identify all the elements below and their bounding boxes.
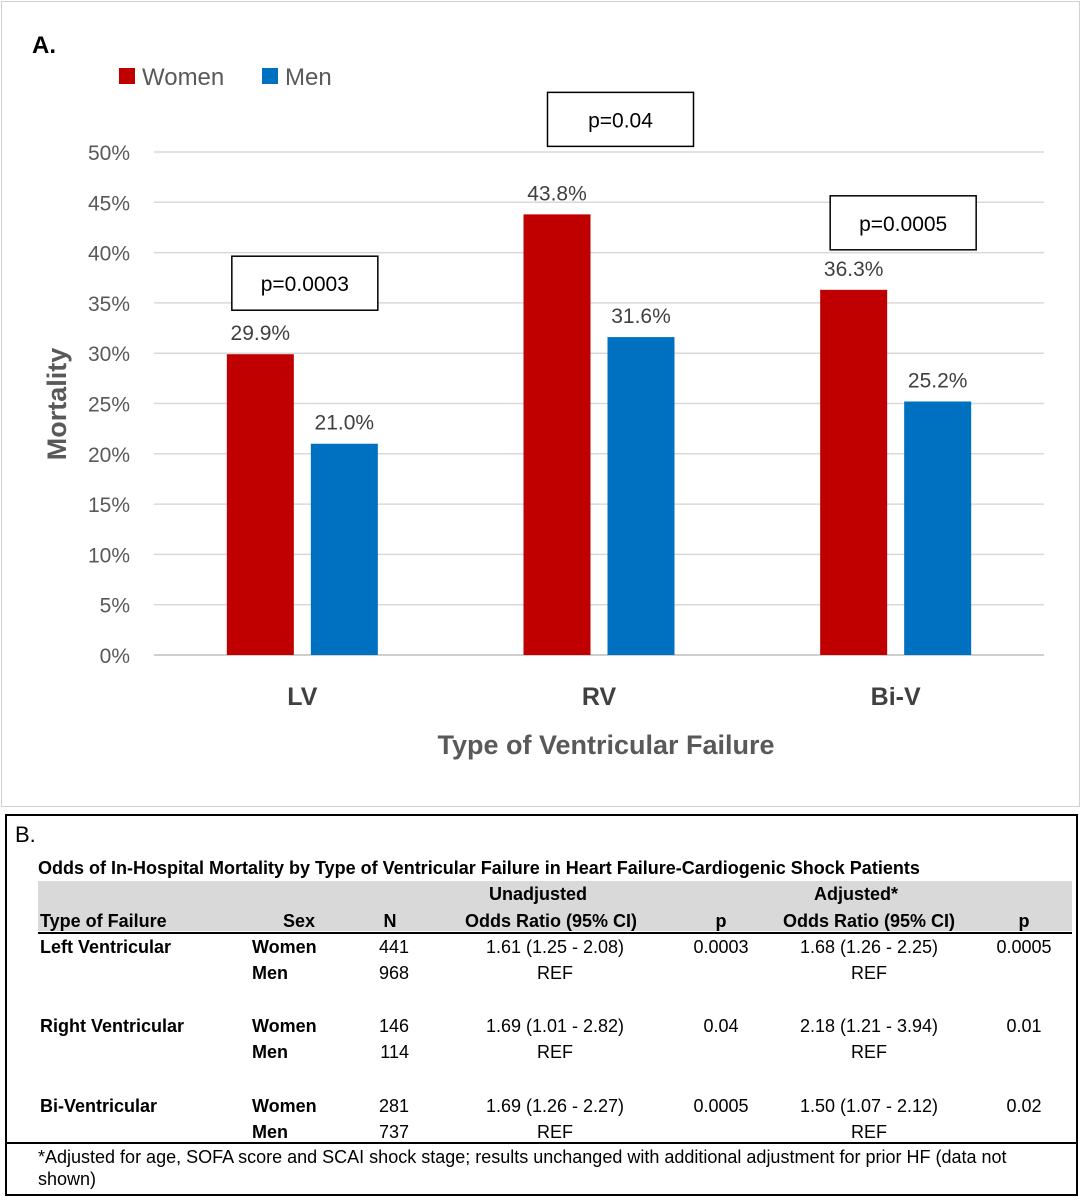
bar-women-lv [226, 354, 294, 655]
bar-women-rv [523, 214, 591, 655]
panel-a-label: A. [32, 32, 56, 59]
header-sex: Sex [282, 911, 316, 931]
y-axis-label: Mortality [42, 348, 72, 461]
header-divider [38, 932, 1072, 934]
p-value-box [829, 195, 977, 251]
y-tick-label: 45% [88, 192, 130, 215]
row-p-adjusted: 0.01 [1006, 1016, 1042, 1036]
row-p-unadjusted: 0.0003 [693, 937, 749, 957]
x-axis-label: Type of Ventricular Failure [437, 730, 774, 760]
panel-b-table: B. Odds of In-Hospital Mortality by Type… [5, 814, 1078, 1196]
legend-swatch-women [119, 68, 135, 84]
row-n: 114 [380, 1042, 409, 1062]
row-type-left-ventricular: Left Ventricular [40, 937, 172, 957]
y-tick-label: 15% [88, 494, 130, 517]
panel-a-chart: A. 0% 5% 10% 15% 20% 25% 30% 35% 40% 45% 50% Mortali… [1, 1, 1080, 807]
row-or-unadjusted: REF [537, 1122, 573, 1142]
y-tick-label: 35% [88, 293, 130, 316]
row-n: 968 [378, 963, 409, 983]
p-value-box [231, 255, 379, 311]
table-title: Odds of In-Hospital Mortality by Type of… [38, 858, 920, 878]
legend-label-men: Men [285, 64, 332, 91]
legend-swatch-men [262, 68, 278, 84]
y-tick-label: 40% [88, 243, 130, 266]
row-or-unadjusted: REF [537, 963, 573, 983]
row-or-unadjusted: REF [537, 1042, 573, 1062]
x-tick-label: RV [582, 683, 617, 711]
p-value-box [546, 91, 695, 148]
header-p-unadjusted: p [715, 911, 727, 931]
bar-women-bi-v [820, 289, 888, 655]
x-tick-label: Bi-V [871, 683, 921, 711]
bar-men-rv [607, 337, 675, 655]
header-adjusted: Adjusted* [813, 884, 899, 904]
data-label: 29.9% [231, 322, 291, 345]
y-tick-label: 20% [88, 444, 130, 467]
row-p-unadjusted: 0.0005 [693, 1096, 749, 1116]
row-or-adjusted: REF [851, 1042, 887, 1062]
row-or-unadjusted: 1.69 (1.26 - 2.27) [485, 1096, 625, 1116]
header-type-of-failure: Type of Failure [40, 911, 167, 931]
row-n: 281 [378, 1096, 409, 1116]
data-label: 31.6% [611, 305, 671, 328]
y-tick-label: 25% [88, 394, 130, 417]
data-label: 25.2% [908, 369, 968, 392]
p-value-label: p=0.04 [588, 109, 653, 132]
header-or-unadjusted: Odds Ratio (95% CI) [464, 911, 638, 931]
row-sex-women: Women [252, 1016, 317, 1036]
header-unadjusted: Unadjusted [488, 884, 588, 904]
row-sex-men: Men [252, 1042, 288, 1062]
y-tick-label: 10% [88, 544, 130, 567]
row-sex-men: Men [252, 1122, 288, 1142]
header-n: N [383, 911, 397, 931]
y-tick-label: 5% [100, 595, 130, 618]
row-sex-men: Men [252, 963, 288, 983]
table-footnote: *Adjusted for age, SOFA score and SCAI s… [38, 1147, 1007, 1189]
panel-b-label: B. [15, 822, 36, 847]
bar-men-lv [310, 443, 378, 655]
p-value-label: p=0.0003 [261, 273, 349, 296]
row-n: 737 [378, 1122, 409, 1142]
y-tick-label: 50% [88, 142, 130, 165]
row-or-adjusted: 1.50 (1.07 - 2.12) [799, 1096, 939, 1116]
row-type-bi-ventricular: Bi-Ventricular [40, 1096, 158, 1116]
y-tick-label: 0% [100, 645, 130, 668]
footnote-divider [7, 1142, 1076, 1144]
y-tick-label: 30% [88, 343, 130, 366]
mortality-bar-chart: A. 0% 5% 10% 15% 20% 25% 30% 35% 40% 45% 50% Mortali… [32, 32, 1044, 760]
header-or-adjusted: Odds Ratio (95% CI) [782, 911, 956, 931]
row-n: 146 [378, 1016, 409, 1036]
row-or-adjusted: REF [851, 1122, 887, 1142]
data-label: 43.8% [527, 182, 587, 205]
row-or-adjusted: 1.68 (1.26 - 2.25) [799, 937, 939, 957]
row-sex-women: Women [252, 1096, 317, 1116]
header-p-adjusted: p [1018, 911, 1030, 931]
row-n: 441 [378, 937, 409, 957]
row-or-unadjusted: 1.61 (1.25 - 2.08) [485, 937, 625, 957]
row-type-right-ventricular: Right Ventricular [40, 1016, 185, 1036]
legend-label-women: Women [142, 64, 224, 91]
data-label: 36.3% [824, 258, 884, 281]
row-sex-women: Women [252, 937, 317, 957]
row-p-unadjusted: 0.04 [703, 1016, 739, 1036]
row-or-adjusted: REF [851, 963, 887, 983]
table-header-band [38, 881, 1072, 931]
p-value-label: p=0.0005 [859, 213, 947, 236]
x-tick-label: LV [287, 683, 317, 711]
row-p-adjusted: 0.02 [1006, 1096, 1042, 1116]
row-or-unadjusted: 1.69 (1.01 - 2.82) [485, 1016, 625, 1036]
bar-men-bi-v [904, 401, 972, 655]
data-label: 21.0% [315, 412, 375, 435]
row-p-adjusted: 0.0005 [996, 937, 1052, 957]
row-or-adjusted: 2.18 (1.21 - 3.94) [799, 1016, 939, 1036]
